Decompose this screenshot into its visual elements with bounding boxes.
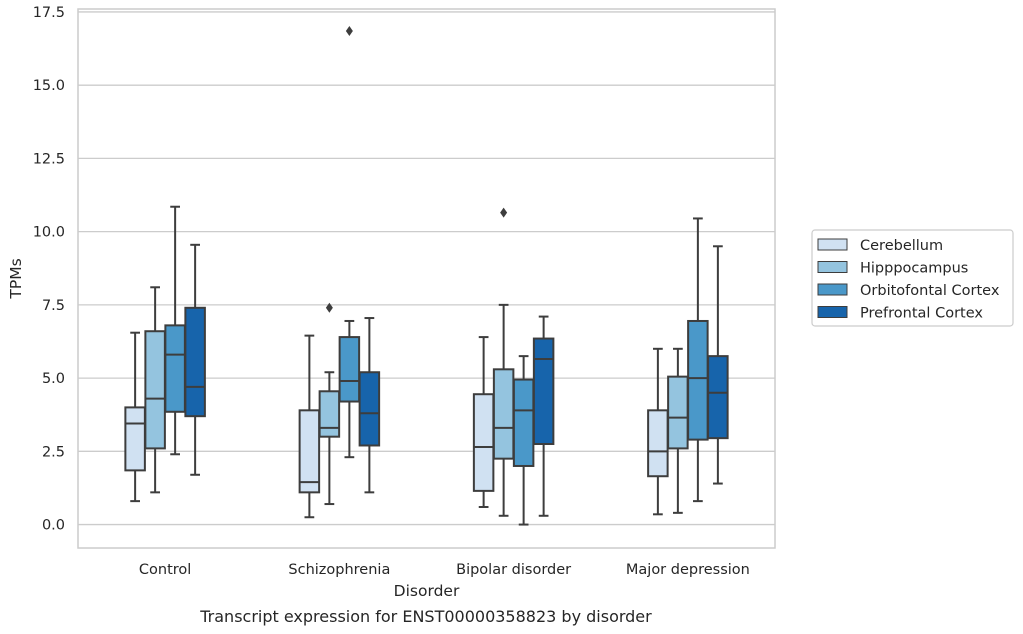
chart-caption: Transcript expression for ENST0000035882…: [199, 607, 652, 626]
box-prefrontal-cortex: [532, 315, 555, 517]
legend: Cerebellum Hipppocampus Orbitofontal Corte…: [811, 229, 1014, 327]
box-orbitofontal-cortex: [164, 205, 186, 456]
legend-swatch: [817, 238, 848, 251]
box-body: [124, 406, 146, 472]
box-body: [184, 306, 206, 418]
x-tick-label: Bipolar disorder: [456, 562, 571, 578]
box-body: [492, 368, 515, 460]
box-body: [144, 330, 166, 450]
legend-swatch: [817, 261, 848, 273]
legend-label: Prefrontal Cortex: [860, 306, 983, 322]
box-hipppocampus: [492, 207, 515, 517]
box-cerebellum: [647, 347, 669, 516]
legend-label: Orbitofontal Cortex: [860, 283, 1000, 299]
box-body: [687, 319, 709, 441]
y-axis-title: TPMs: [7, 258, 25, 299]
x-tick-labels: Control Schizophrenia Bipolar disorder Majo…: [139, 562, 750, 578]
legend-swatch: [817, 306, 848, 318]
box-body: [472, 393, 495, 492]
box-hipppocampus: [318, 302, 341, 506]
box-hipppocampus: [667, 347, 689, 514]
box-body: [338, 336, 361, 403]
box-body: [647, 409, 669, 478]
x-tick-label: Schizophrenia: [288, 562, 390, 578]
outlier-point: [500, 207, 508, 218]
box-cerebellum: [472, 336, 495, 508]
box-body: [667, 375, 689, 450]
x-tick-label: Control: [139, 562, 191, 578]
box-prefrontal-cortex: [184, 243, 206, 476]
legend-swatch: [817, 283, 848, 296]
y-tick-label: 7.5: [42, 298, 65, 314]
box-body: [512, 378, 535, 467]
box-body: [298, 409, 321, 494]
box-cerebellum: [298, 334, 321, 519]
x-tick-label: Major depression: [626, 562, 750, 578]
y-tick-label: 0.0: [42, 518, 65, 534]
box-body: [164, 324, 186, 413]
box-prefrontal-cortex: [358, 317, 381, 494]
box-prefrontal-cortex: [707, 245, 729, 485]
box-hipppocampus: [144, 286, 166, 494]
legend-label: Cerebellum: [860, 238, 943, 254]
y-tick-label: 2.5: [42, 444, 65, 460]
y-tick-label: 5.0: [42, 371, 65, 387]
box-orbitofontal-cortex: [687, 217, 709, 503]
y-tick-label: 15.0: [33, 78, 65, 94]
outlier-point: [325, 302, 333, 313]
plot-frame: [77, 8, 776, 549]
x-axis-title: Disorder: [394, 582, 460, 600]
legend-frame: [811, 229, 1014, 327]
y-tick-labels: 0.0 2.5 5.0 7.5 10.0 12.5 15.0 17.5: [33, 5, 65, 534]
legend-label: Hipppocampus: [860, 261, 968, 277]
box-orbitofontal-cortex: [338, 25, 361, 459]
box-body: [318, 390, 341, 438]
y-tick-label: 12.5: [33, 151, 65, 167]
box-body: [707, 355, 729, 440]
y-tick-label: 10.0: [33, 225, 65, 241]
box-orbitofontal-cortex: [512, 355, 535, 526]
box-body: [532, 337, 555, 446]
box-layer: [124, 25, 729, 526]
outlier-point: [345, 25, 353, 36]
box-cerebellum: [124, 331, 146, 503]
y-tick-label: 17.5: [33, 5, 65, 21]
box-body: [358, 371, 381, 447]
